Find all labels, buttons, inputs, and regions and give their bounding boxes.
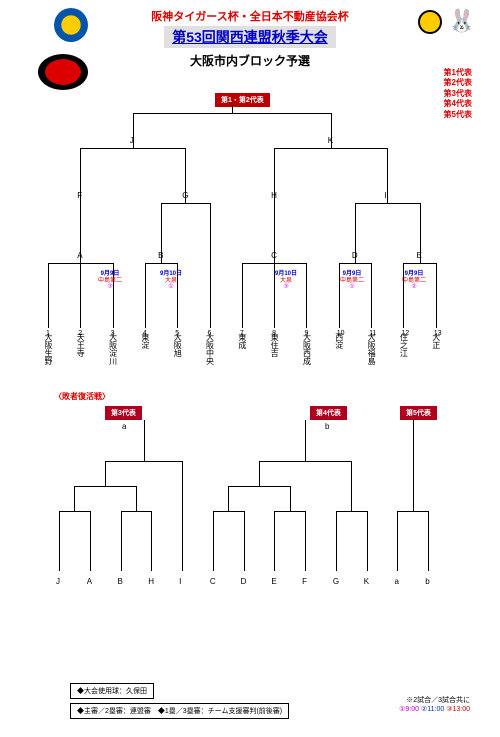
loser-slot-I: I	[179, 577, 181, 586]
loser-slot-b: b	[425, 577, 429, 586]
match-info: 9月10日大泉①	[160, 271, 182, 291]
loser-slot-F: F	[302, 577, 307, 586]
footer-umpire: ◆主審／2塁審：連盟審 ◆1塁／3塁審：チーム支援審判(前後審)	[70, 703, 289, 719]
loser-slot-a: a	[394, 577, 398, 586]
team-6: 大阪中央	[206, 333, 216, 383]
team-7: 東成	[238, 333, 248, 383]
team-8: 東住吉	[270, 333, 280, 383]
team-12: 住之江	[399, 333, 409, 383]
logo-tigers	[418, 10, 442, 34]
loser-bracket: 第3代表第4代表第5代表abJABHICDEFGKab	[50, 406, 450, 586]
title-main: 第53回関西連盟秋季大会	[164, 26, 336, 48]
team-10: 西淀	[335, 333, 345, 383]
loser-slot-H: H	[148, 577, 154, 586]
loser-slot-C: C	[210, 577, 216, 586]
team-9: 大阪西成	[302, 333, 312, 383]
loser-slot-K: K	[364, 577, 369, 586]
team-5: 大阪旭	[173, 333, 183, 383]
logo-bunny	[448, 8, 472, 38]
title-sponsor: 阪神タイガース杯・全日本不動産協会杯	[20, 8, 480, 24]
footer: ◆大会使用球：久保田 ◆主審／2塁審：連盟審 ◆1塁／3塁審：チーム支援審判(前…	[70, 683, 470, 723]
bracket-top-label: 第1・第2代表	[215, 93, 270, 107]
footer-times: ※2試合／3試合共に ①9:00 ②11:00 ③13:00	[399, 695, 470, 713]
loser-slot-J: J	[56, 577, 60, 586]
match-info: 9月9日中島第二①	[340, 271, 364, 291]
footer-ball: ◆大会使用球：久保田	[70, 683, 154, 699]
title-sub: 大阪市内ブロック予選	[20, 52, 480, 69]
logo-sluggers	[38, 54, 88, 90]
team-2: 天王寺	[76, 333, 86, 383]
team-13: 大正	[432, 333, 442, 383]
loser-slot-E: E	[271, 577, 276, 586]
team-11: 大阪福島	[367, 333, 377, 383]
loser-label: 第3代表	[105, 406, 142, 420]
team-3: 大阪淀川	[109, 333, 119, 383]
match-info: 9月10日大泉③	[275, 271, 297, 291]
match-info: 9月9日中島第二③	[98, 271, 122, 291]
loser-slot-A: A	[87, 577, 92, 586]
team-1: 大阪生野	[44, 333, 54, 383]
loser-slot-D: D	[241, 577, 247, 586]
loser-slot-G: G	[333, 577, 339, 586]
loser-bracket-title: 〈敗者復活戦〉	[54, 391, 500, 402]
main-bracket: 第1・第2代表1大阪生野2天王寺3大阪淀川4東淀5大阪旭6大阪中央7東成8東住吉…	[40, 93, 460, 383]
loser-label: 第4代表	[310, 406, 347, 420]
team-4: 東淀	[141, 333, 151, 383]
loser-slot-B: B	[118, 577, 123, 586]
logo-jgba	[54, 8, 88, 42]
loser-label: 第5代表	[400, 406, 437, 420]
match-info: 9月9日中島第二②	[402, 271, 426, 291]
